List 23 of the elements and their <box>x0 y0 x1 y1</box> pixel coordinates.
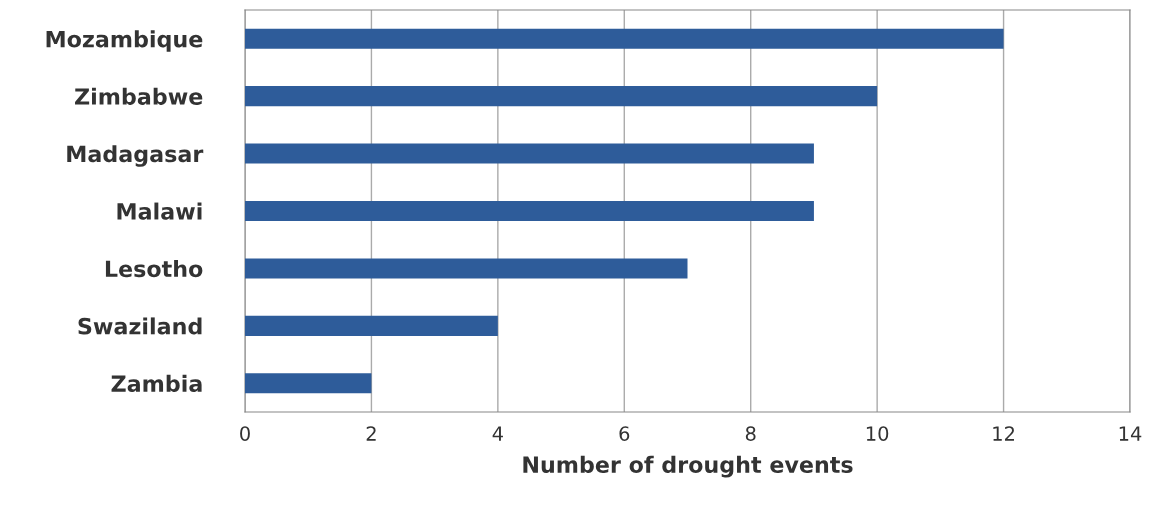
x-tick-label: 6 <box>619 426 630 441</box>
x-tick-label: 0 <box>240 426 250 441</box>
bar <box>245 143 814 164</box>
x-tick-label: 14 <box>1119 426 1142 441</box>
y-tick-label: Zambia <box>111 374 202 393</box>
bar <box>245 200 814 222</box>
y-tick-label: Swaziland <box>78 317 202 335</box>
x-tick-label: 8 <box>745 426 756 441</box>
bar <box>245 315 498 336</box>
bar <box>245 258 688 279</box>
y-tick-label: Madagasar <box>67 145 204 167</box>
y-tick-label: Zimbabwe <box>75 87 203 105</box>
x-tick-label: 2 <box>366 426 376 441</box>
bar <box>245 373 372 394</box>
bar <box>245 28 1004 49</box>
x-tick-label: 10 <box>866 426 889 441</box>
bar <box>245 86 878 107</box>
x-axis-title: Number of drought events <box>523 455 853 478</box>
x-tick-label: 12 <box>993 426 1014 441</box>
x-tick-label: 4 <box>492 426 503 441</box>
y-tick-label: Mozambique <box>46 30 203 52</box>
y-tick-label: Lesotho <box>105 259 203 278</box>
y-tick-label: Malawi <box>117 202 202 220</box>
